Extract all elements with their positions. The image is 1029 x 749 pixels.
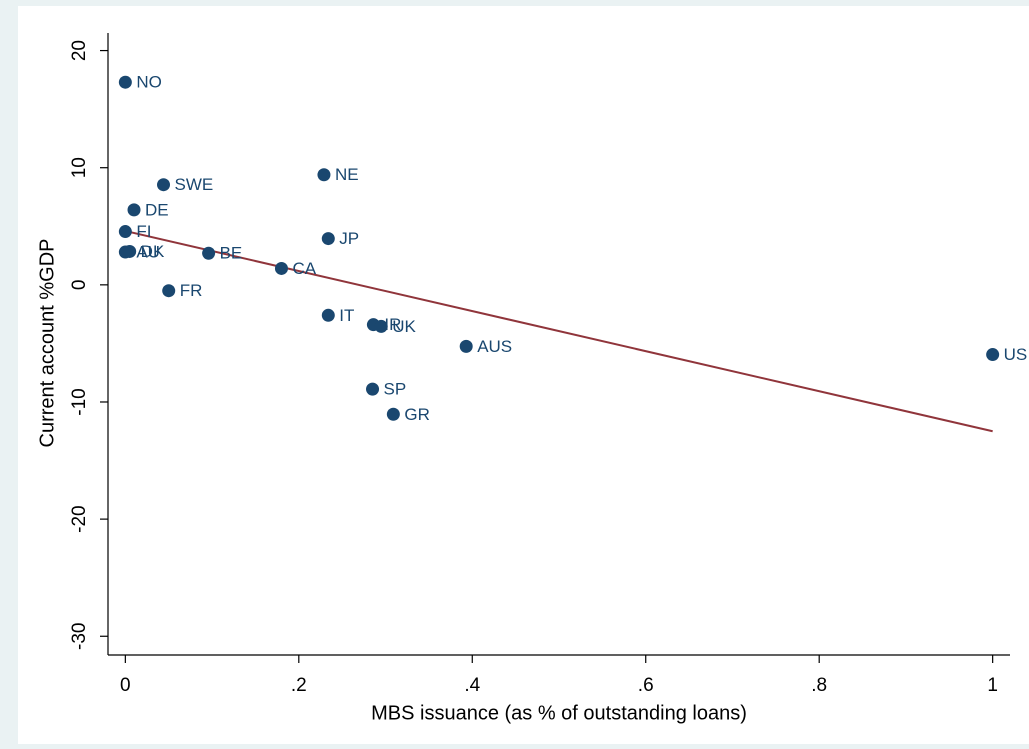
point-label: IR: [384, 315, 401, 334]
point: [321, 232, 335, 246]
plot-background: [18, 6, 1029, 744]
y-tick-label: 10: [69, 157, 90, 178]
x-tick-label: .4: [464, 675, 480, 696]
point-label: FI: [136, 222, 151, 241]
y-tick-label: -10: [69, 388, 90, 415]
y-axis-title: Current account %GDP: [36, 239, 58, 448]
y-tick-label: -30: [69, 623, 90, 650]
point-label: SWE: [175, 175, 214, 194]
point-label: SP: [384, 380, 407, 399]
point: [317, 168, 331, 182]
point-label: JP: [339, 229, 359, 248]
point-label: FR: [180, 281, 203, 300]
point: [274, 261, 288, 275]
point-label: IT: [339, 306, 354, 325]
point-label: DE: [145, 200, 169, 219]
x-tick-label: .8: [811, 675, 827, 696]
fit-line: [125, 229, 993, 433]
point: [986, 348, 1000, 362]
point-label: GR: [404, 405, 430, 424]
point-label: AU: [136, 243, 160, 262]
point-label: AUS: [477, 337, 512, 356]
x-tick-label: .2: [291, 675, 307, 696]
y-tick-label: -20: [69, 505, 90, 532]
point: [321, 308, 335, 322]
point: [157, 178, 171, 192]
point-label: BE: [220, 244, 243, 263]
point: [459, 339, 473, 353]
x-axis-title: MBS issuance (as % of outstanding loans): [371, 702, 747, 724]
point: [123, 244, 137, 258]
point: [118, 225, 132, 239]
y-tick-label: 20: [69, 40, 90, 61]
x-tick-label: .6: [638, 675, 654, 696]
point-label: NO: [136, 73, 162, 92]
x-tick-label: 0: [120, 675, 131, 696]
point-label: UK: [392, 317, 416, 336]
point: [118, 75, 132, 89]
point-label: DK: [141, 242, 165, 261]
point-label: NE: [335, 165, 359, 184]
point: [366, 382, 380, 396]
y-tick-label: 0: [69, 280, 90, 291]
point: [127, 203, 141, 217]
x-tick-label: 1: [987, 675, 998, 696]
point: [374, 319, 388, 333]
point: [202, 246, 216, 260]
point: [162, 284, 176, 298]
point-label: CA: [292, 259, 316, 278]
point: [386, 407, 400, 421]
point-label: US: [1004, 345, 1028, 364]
